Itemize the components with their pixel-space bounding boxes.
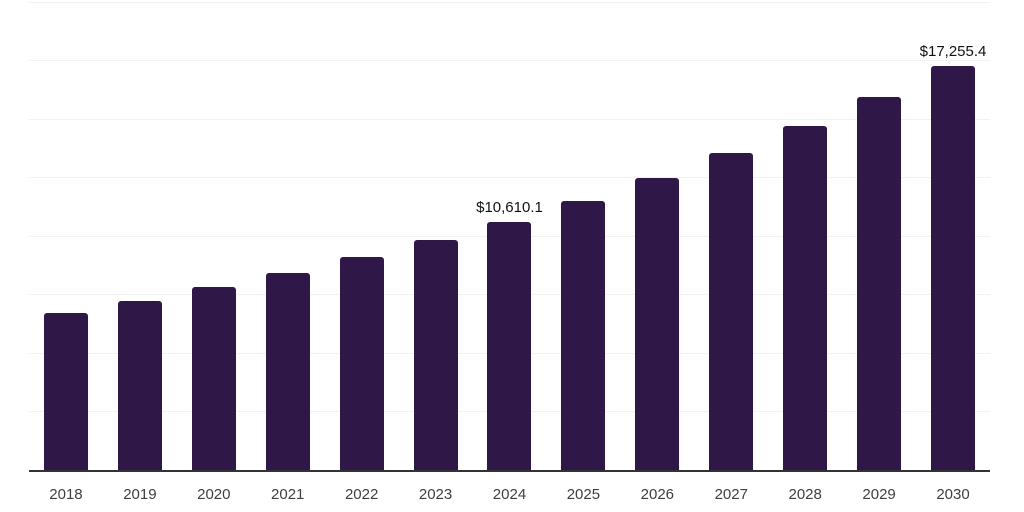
bar	[709, 153, 754, 470]
bar	[339, 256, 384, 470]
x-tick-label: 2024	[492, 486, 527, 503]
x-tick-label: 2019	[123, 486, 157, 503]
bar	[857, 97, 902, 470]
bar-slot	[251, 2, 325, 470]
bar-slot: $10,610.1	[473, 2, 547, 470]
bar	[413, 240, 458, 470]
x-tick-label: 2018	[49, 486, 83, 503]
bar-slot	[29, 2, 103, 470]
bar-slot: $17,255.4	[916, 2, 990, 470]
bar-slot	[842, 2, 916, 470]
x-tick-label: 2025	[566, 486, 601, 503]
bar-slot	[546, 2, 620, 470]
bar	[191, 286, 236, 470]
x-tick-label: 2021	[271, 486, 305, 503]
bar	[117, 300, 162, 470]
x-tick-label: 2023	[418, 486, 453, 503]
plot-area: $10,610.1 $17,255.4	[29, 1, 990, 472]
x-tick-label: 2026	[640, 486, 675, 503]
bar-value-label: $17,255.4	[919, 43, 987, 61]
x-axis-labels: 2018 2019 2020 2021 2022 2023 2024 2025 2026 2027…	[29, 470, 990, 503]
bar	[635, 177, 680, 470]
bar	[561, 200, 606, 470]
x-tick-label: 2022	[344, 486, 379, 503]
bar-slot	[768, 2, 842, 470]
x-tick-label: 2020	[197, 486, 231, 503]
bar-slot	[325, 2, 399, 470]
bar-slot	[694, 2, 768, 470]
x-tick-label: 2027	[714, 486, 748, 503]
x-tick-label: 2030	[936, 486, 970, 503]
bar-slot	[620, 2, 694, 470]
x-axis-line	[29, 470, 990, 472]
bar	[43, 312, 88, 470]
gridline	[29, 1, 990, 3]
bar-slot	[103, 2, 177, 470]
bar-series: $10,610.1 $17,255.4	[29, 2, 990, 470]
bar	[783, 126, 828, 470]
bar-value-label: $10,610.1	[476, 198, 543, 216]
gridline	[29, 118, 990, 120]
bar-slot	[177, 2, 251, 470]
x-tick-label: 2029	[862, 486, 896, 503]
bar	[265, 272, 310, 470]
gridline	[29, 177, 990, 178]
bar	[487, 221, 532, 470]
gridline	[29, 60, 990, 61]
bar	[931, 66, 976, 470]
bar-slot	[399, 2, 473, 470]
x-tick-label: 2028	[788, 486, 822, 503]
